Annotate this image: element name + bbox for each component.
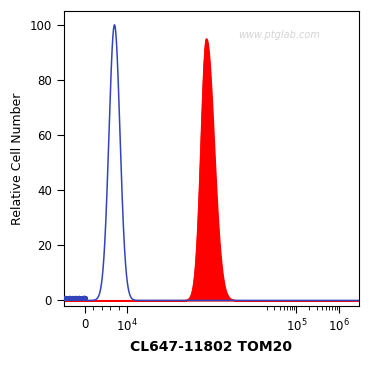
Y-axis label: Relative Cell Number: Relative Cell Number (11, 92, 24, 225)
Text: www.ptglab.com: www.ptglab.com (238, 30, 320, 40)
X-axis label: CL647-11802 TOM20: CL647-11802 TOM20 (130, 340, 292, 354)
